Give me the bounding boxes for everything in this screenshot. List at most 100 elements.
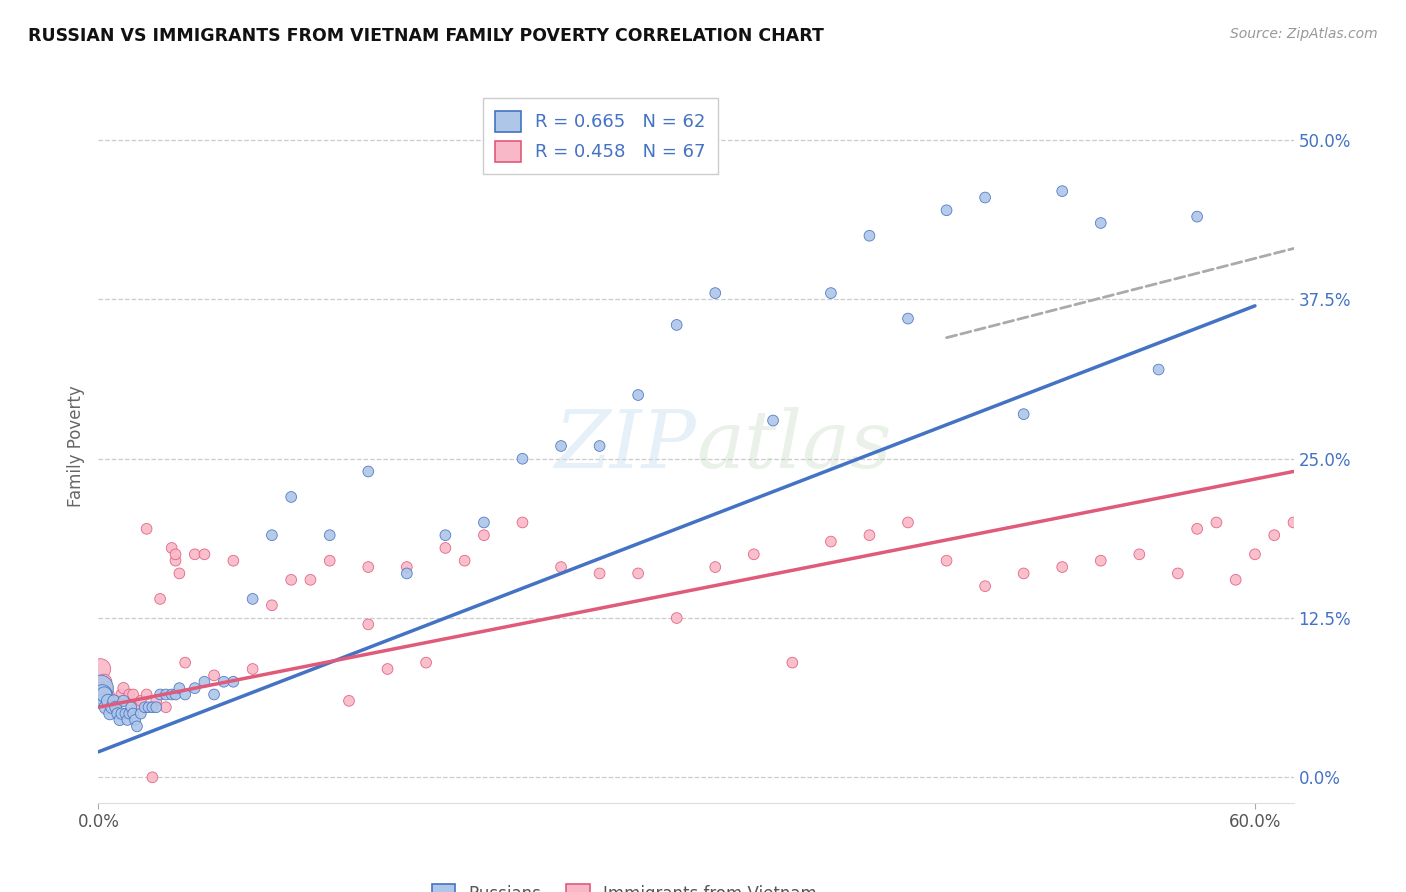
- Point: [135, 522, 157, 536]
- Point: [184, 547, 207, 561]
- Point: [118, 706, 141, 721]
- Point: [165, 547, 187, 561]
- Point: [357, 465, 380, 479]
- Point: [117, 713, 139, 727]
- Point: [858, 228, 880, 243]
- Point: [212, 674, 235, 689]
- Point: [169, 681, 191, 695]
- Point: [319, 528, 342, 542]
- Point: [169, 566, 191, 581]
- Point: [101, 700, 124, 714]
- Point: [858, 528, 880, 542]
- Point: [1263, 528, 1285, 542]
- Point: [377, 662, 399, 676]
- Point: [89, 681, 111, 695]
- Point: [112, 694, 135, 708]
- Point: [434, 528, 457, 542]
- Point: [280, 573, 302, 587]
- Point: [122, 706, 145, 721]
- Point: [145, 700, 167, 714]
- Point: [299, 573, 322, 587]
- Point: [337, 694, 360, 708]
- Point: [193, 674, 215, 689]
- Point: [1090, 216, 1112, 230]
- Point: [98, 706, 121, 721]
- Point: [184, 681, 207, 695]
- Point: [665, 611, 688, 625]
- Point: [104, 700, 127, 714]
- Point: [588, 439, 610, 453]
- Point: [550, 439, 572, 453]
- Point: [1012, 407, 1035, 421]
- Point: [1185, 522, 1208, 536]
- Point: [112, 681, 135, 695]
- Point: [93, 674, 115, 689]
- Point: [134, 700, 156, 714]
- Point: [1185, 210, 1208, 224]
- Point: [1128, 547, 1150, 561]
- Point: [762, 413, 785, 427]
- Point: [97, 688, 120, 702]
- Point: [97, 694, 120, 708]
- Point: [101, 694, 124, 708]
- Text: ZIP: ZIP: [554, 408, 696, 484]
- Point: [165, 688, 187, 702]
- Point: [319, 554, 342, 568]
- Point: [1147, 362, 1170, 376]
- Point: [107, 694, 129, 708]
- Point: [1050, 184, 1073, 198]
- Point: [260, 599, 283, 613]
- Point: [117, 706, 139, 721]
- Y-axis label: Family Poverty: Family Poverty: [67, 385, 86, 507]
- Point: [149, 688, 172, 702]
- Point: [820, 534, 842, 549]
- Text: RUSSIAN VS IMMIGRANTS FROM VIETNAM FAMILY POVERTY CORRELATION CHART: RUSSIAN VS IMMIGRANTS FROM VIETNAM FAMIL…: [28, 27, 824, 45]
- Point: [280, 490, 302, 504]
- Point: [110, 706, 132, 721]
- Point: [357, 560, 380, 574]
- Point: [193, 547, 215, 561]
- Point: [91, 688, 114, 702]
- Point: [160, 688, 183, 702]
- Point: [1205, 516, 1227, 530]
- Point: [434, 541, 457, 555]
- Point: [974, 190, 997, 204]
- Point: [1012, 566, 1035, 581]
- Point: [149, 591, 172, 606]
- Point: [93, 694, 115, 708]
- Point: [104, 700, 127, 714]
- Point: [135, 688, 157, 702]
- Point: [138, 700, 160, 714]
- Point: [155, 700, 177, 714]
- Point: [897, 311, 920, 326]
- Point: [107, 706, 129, 721]
- Point: [103, 694, 125, 708]
- Legend: Russians, Immigrants from Vietnam: Russians, Immigrants from Vietnam: [423, 875, 825, 892]
- Point: [627, 566, 650, 581]
- Point: [1050, 560, 1073, 574]
- Point: [110, 688, 132, 702]
- Point: [145, 694, 167, 708]
- Point: [260, 528, 283, 542]
- Point: [93, 688, 115, 702]
- Point: [160, 541, 183, 555]
- Point: [1090, 554, 1112, 568]
- Point: [897, 516, 920, 530]
- Text: Source: ZipAtlas.com: Source: ZipAtlas.com: [1230, 27, 1378, 41]
- Point: [202, 668, 225, 682]
- Point: [1167, 566, 1189, 581]
- Point: [129, 706, 152, 721]
- Text: atlas: atlas: [696, 408, 891, 484]
- Point: [108, 713, 131, 727]
- Point: [174, 656, 197, 670]
- Point: [820, 286, 842, 301]
- Point: [627, 388, 650, 402]
- Point: [1282, 516, 1305, 530]
- Point: [202, 688, 225, 702]
- Point: [782, 656, 804, 670]
- Point: [665, 318, 688, 332]
- Point: [114, 706, 136, 721]
- Point: [141, 770, 163, 784]
- Point: [124, 713, 146, 727]
- Point: [550, 560, 572, 574]
